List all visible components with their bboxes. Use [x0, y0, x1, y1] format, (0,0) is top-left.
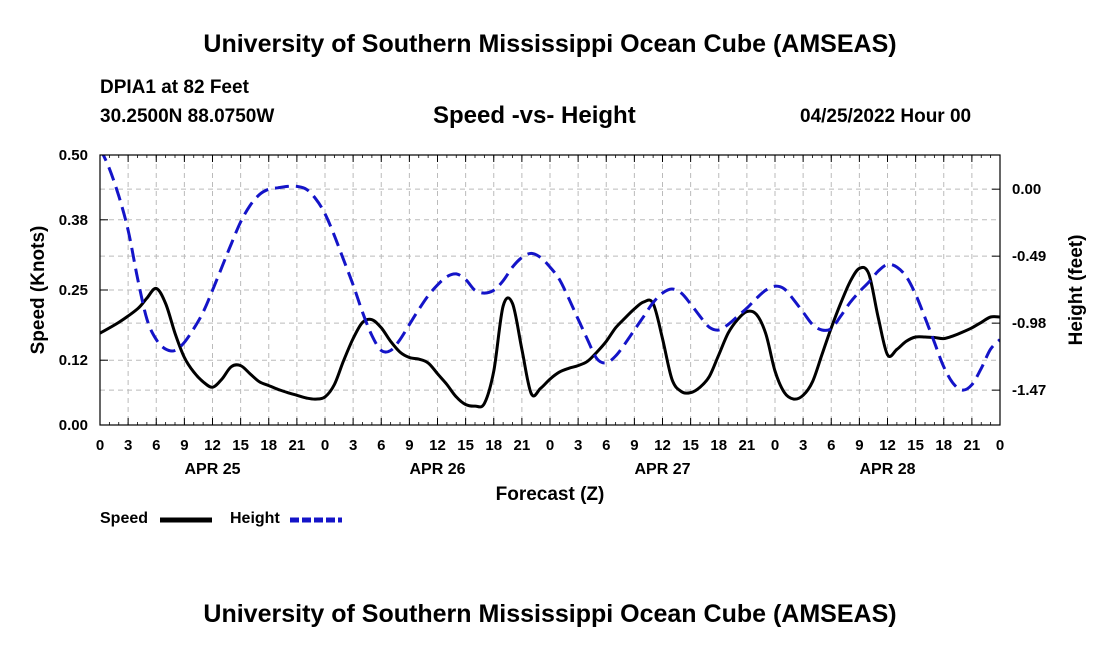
x-tick-label: 12 — [429, 437, 446, 454]
y-right-tick-label: -0.98 — [1012, 315, 1046, 332]
y-axis-title-right: Height (feet) — [1066, 235, 1087, 346]
x-tick-label: 3 — [799, 437, 807, 454]
series-lines — [100, 155, 1000, 409]
x-tick-label: 9 — [855, 437, 863, 454]
day-label: APR 28 — [859, 461, 915, 478]
y-axis-title-left: Speed (Knots) — [28, 226, 49, 355]
x-tick-label: 6 — [602, 437, 610, 454]
grid-lines — [100, 155, 1000, 425]
x-tick-label: 9 — [630, 437, 638, 454]
x-tick-label: 3 — [574, 437, 582, 454]
x-tick-label: 12 — [204, 437, 221, 454]
x-tick-label: 9 — [405, 437, 413, 454]
axis-ticks — [99, 154, 1001, 426]
x-tick-label: 0 — [771, 437, 779, 454]
x-tick-label: 6 — [152, 437, 160, 454]
legend-height-label: Height — [230, 510, 280, 527]
forecast-datetime: 04/25/2022 Hour 00 — [800, 106, 972, 127]
y-tick-label: 0.50 — [59, 147, 88, 164]
y-right-tick-label: -1.47 — [1012, 382, 1046, 399]
station-label: DPIA1 at 82 Feet — [100, 77, 249, 98]
x-tick-label: 18 — [260, 437, 277, 454]
x-tick-label: 0 — [96, 437, 104, 454]
legend-speed-label: Speed — [100, 510, 149, 527]
x-tick-label: 9 — [180, 437, 188, 454]
day-label: APR 27 — [634, 461, 690, 478]
x-tick-label: 15 — [232, 437, 249, 454]
x-tick-label: 15 — [907, 437, 924, 454]
x-tick-label: 21 — [739, 437, 756, 454]
speed-series-line — [100, 265, 1000, 409]
y-right-tick-label: 0.00 — [1012, 181, 1041, 198]
y-right-tick-label: -0.49 — [1012, 248, 1046, 265]
x-tick-label: 12 — [654, 437, 671, 454]
x-tick-label: 21 — [964, 437, 981, 454]
x-tick-label: 21 — [514, 437, 531, 454]
height-series-line — [101, 155, 1000, 392]
x-tick-label: 0 — [546, 437, 554, 454]
y-tick-label: 0.25 — [59, 282, 88, 299]
y-tick-label: 0.12 — [59, 352, 88, 369]
day-label: APR 25 — [184, 461, 240, 478]
x-tick-label: 0 — [996, 437, 1004, 454]
x-tick-label: 18 — [485, 437, 502, 454]
y-tick-label: 0.38 — [59, 212, 88, 229]
x-tick-label: 0 — [321, 437, 329, 454]
axis-labels: 0 3 6 9 12 15 18 21 0 3 6 9 12 15 18 21 0 3 6 9 12 15 18 21 0 3 6 9… — [59, 147, 1046, 478]
y-tick-label: 0.00 — [59, 417, 88, 434]
x-tick-label: 12 — [879, 437, 896, 454]
x-tick-label: 15 — [457, 437, 474, 454]
x-tick-label: 6 — [377, 437, 385, 454]
x-tick-label: 18 — [935, 437, 952, 454]
day-label: APR 26 — [409, 461, 465, 478]
footer-title: University of Southern Mississippi Ocean… — [203, 600, 897, 628]
x-tick-label: 15 — [682, 437, 699, 454]
main-title: University of Southern Mississippi Ocean… — [203, 30, 897, 58]
x-tick-label: 3 — [349, 437, 357, 454]
x-tick-label: 21 — [289, 437, 306, 454]
x-tick-label: 6 — [827, 437, 835, 454]
x-axis-title: Forecast (Z) — [496, 484, 605, 505]
x-tick-label: 18 — [710, 437, 727, 454]
chart-subtitle: Speed -vs- Height — [433, 102, 636, 129]
x-tick-label: 3 — [124, 437, 132, 454]
coordinates-label: 30.2500N 88.0750W — [100, 106, 275, 127]
